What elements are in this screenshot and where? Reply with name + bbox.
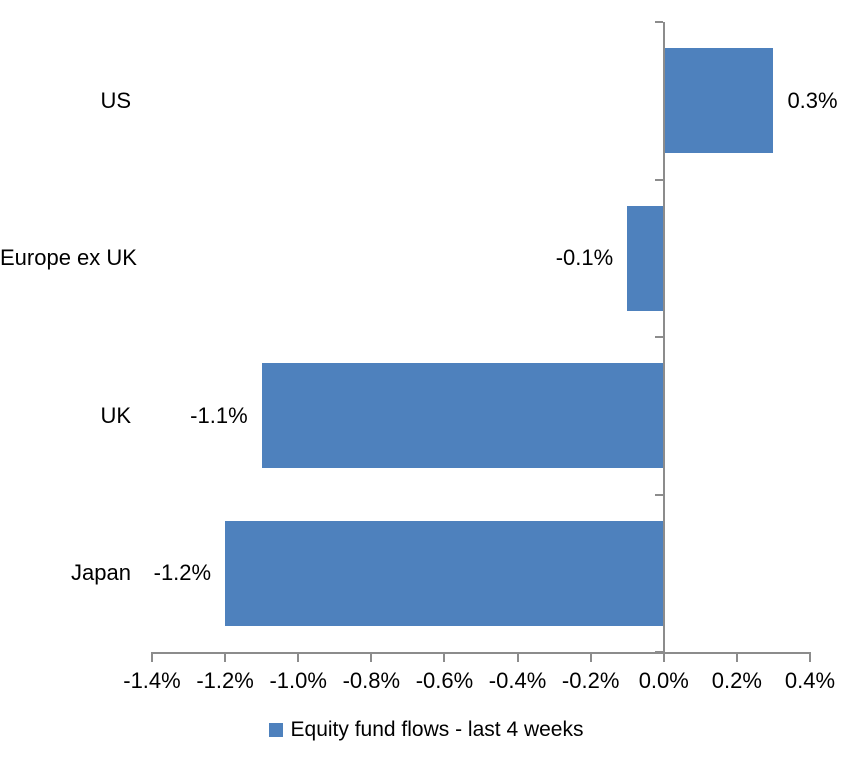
x-axis-tick-label: -0.4%: [488, 668, 547, 693]
bar-value-label: 0.3%: [787, 87, 838, 113]
x-axis-tick: [443, 652, 446, 662]
category-axis-tick: [654, 178, 663, 181]
x-axis-tick: [589, 652, 592, 662]
bar: [225, 520, 664, 626]
x-axis-tick-label: -1.2%: [196, 668, 254, 693]
bar: [261, 363, 664, 469]
bar-value-label: -0.1%: [555, 245, 614, 271]
category-label: UK: [100, 402, 131, 428]
x-axis-tick-label: -0.8%: [342, 668, 401, 693]
category-axis-tick: [654, 651, 663, 653]
bar: [663, 48, 774, 154]
bar-value-label: -1.2%: [153, 560, 212, 586]
x-axis-tick: [809, 652, 811, 662]
x-axis-tick-label: -0.2%: [561, 668, 620, 693]
x-axis-tick: [297, 652, 300, 662]
x-axis-tick-label: -1.4%: [123, 668, 181, 693]
x-axis-tick-label: 0.0%: [638, 668, 689, 693]
x-axis-tick-label: 0.2%: [711, 668, 762, 693]
legend-label: Equity fund flows - last 4 weeks: [290, 718, 584, 741]
legend-swatch: [268, 723, 283, 737]
category-label: US: [100, 87, 131, 113]
x-axis-tick: [735, 652, 738, 662]
bar-value-label: -1.1%: [190, 402, 248, 428]
category-axis-tick: [654, 21, 663, 23]
legend: Equity fund flows - last 4 weeks: [0, 716, 852, 744]
category-axis-tick: [654, 336, 663, 338]
category-axis-line: [662, 22, 665, 652]
x-axis-line: [151, 652, 811, 654]
x-axis-tick: [516, 652, 519, 662]
category-axis-tick: [654, 493, 663, 496]
x-axis-tick-label: 0.4%: [784, 668, 836, 693]
x-axis-tick: [370, 652, 373, 662]
bar: [627, 205, 664, 311]
x-axis-tick: [151, 652, 153, 662]
category-label: Japan: [71, 560, 131, 586]
x-axis-tick: [224, 652, 227, 662]
x-axis-tick: [662, 652, 665, 662]
category-label: Europe ex UK: [0, 245, 137, 271]
x-axis-tick-label: -0.6%: [415, 668, 474, 693]
x-axis-tick-label: -1.0%: [269, 668, 327, 693]
